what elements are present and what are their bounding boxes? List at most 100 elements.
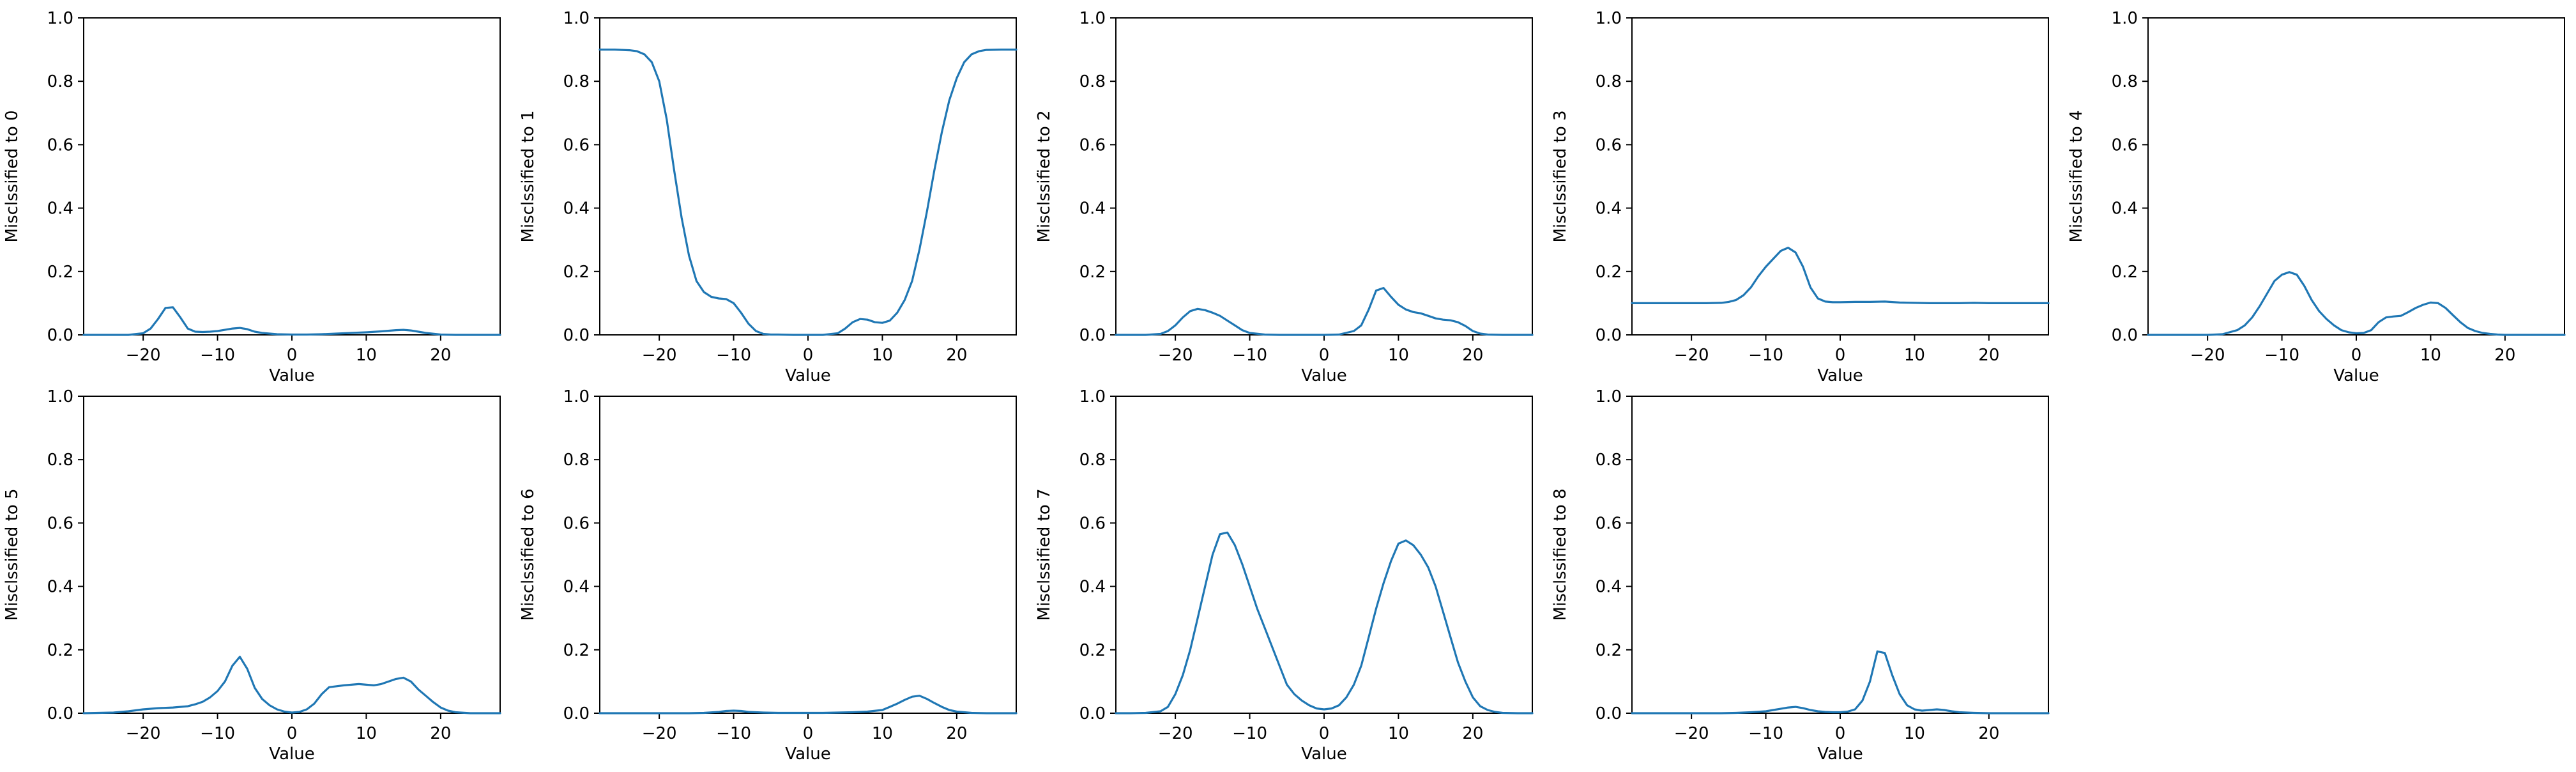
y-tick-label: 0.4 xyxy=(1596,199,1622,219)
y-tick-label: 0.2 xyxy=(1596,263,1622,282)
y-tick-label: 0.0 xyxy=(2112,326,2138,345)
x-axis-label: Value xyxy=(269,745,314,764)
subplot-1: 0.0 0.2 0.4 0.6 0.8 1.0 −20 −10 0 10 20 Value Miscls… xyxy=(519,9,1017,385)
x-tick-label: −10 xyxy=(2264,346,2299,365)
y-tick-label: 1.0 xyxy=(47,387,73,406)
x-tick-label: 20 xyxy=(946,724,967,743)
x-tick-label: 20 xyxy=(1978,724,1999,743)
y-tick-label: 0.0 xyxy=(1596,326,1622,345)
series-line xyxy=(1631,247,2050,304)
x-tick-label: 0 xyxy=(287,724,298,743)
x-tick-label: −20 xyxy=(126,346,161,365)
y-tick-label: 1.0 xyxy=(1596,9,1622,28)
x-tick-label: 0 xyxy=(1319,346,1330,365)
y-tick-label: 1.0 xyxy=(563,387,590,406)
x-tick-label: −10 xyxy=(716,346,751,365)
x-tick-label: −20 xyxy=(1158,724,1193,743)
subplot-6: 0.0 0.2 0.4 0.6 0.8 1.0 −20 −10 0 10 20 Value Miscls… xyxy=(519,387,1017,764)
series-line xyxy=(2147,271,2566,336)
subplot-3: 0.0 0.2 0.4 0.6 0.8 1.0 −20 −10 0 10 20 Value Miscls… xyxy=(1551,9,2050,385)
x-tick-label: 10 xyxy=(356,724,377,743)
y-tick-label: 0.6 xyxy=(1079,514,1106,533)
x-tick-label: −10 xyxy=(1232,346,1267,365)
x-tick-label: 0 xyxy=(1319,724,1330,743)
x-axis-label: Value xyxy=(785,366,830,385)
y-axis-label: Misclssified to 4 xyxy=(2067,110,2086,242)
plot-frame xyxy=(2147,17,2565,336)
y-axis-label: Misclssified to 6 xyxy=(519,488,538,621)
y-tick-label: 0.0 xyxy=(563,704,590,723)
y-tick-label: 0.6 xyxy=(47,135,73,155)
y-tick-label: 0.4 xyxy=(47,578,73,597)
series-line xyxy=(1631,650,2050,714)
subplot-2: 0.0 0.2 0.4 0.6 0.8 1.0 −20 −10 0 10 20 Value Miscls… xyxy=(1035,9,1534,385)
x-tick-label: 10 xyxy=(1904,724,1925,743)
plot-frame xyxy=(1631,17,2049,336)
series-line xyxy=(598,695,1017,714)
y-tick-label: 0.2 xyxy=(47,263,73,282)
x-tick-label: −10 xyxy=(1748,724,1783,743)
x-tick-label: −20 xyxy=(642,724,677,743)
y-tick-label: 0.0 xyxy=(1079,326,1106,345)
plot-frame xyxy=(83,17,501,336)
x-tick-label: −20 xyxy=(1674,724,1709,743)
y-tick-label: 0.4 xyxy=(563,578,590,597)
plot-frame xyxy=(83,396,501,714)
x-tick-label: −20 xyxy=(1158,346,1193,365)
y-tick-label: 0.6 xyxy=(563,135,590,155)
plot-frame xyxy=(599,396,1017,714)
y-tick-label: 0.8 xyxy=(1596,72,1622,91)
x-tick-label: 20 xyxy=(946,346,967,365)
y-tick-label: 0.8 xyxy=(563,451,590,470)
y-tick-label: 0.8 xyxy=(47,451,73,470)
x-tick-label: 0 xyxy=(1835,724,1846,743)
plot-frame xyxy=(599,17,1017,336)
y-tick-label: 0.0 xyxy=(1596,704,1622,723)
y-tick-label: 0.2 xyxy=(47,641,73,660)
y-tick-label: 0.4 xyxy=(1596,578,1622,597)
y-tick-label: 0.8 xyxy=(47,72,73,91)
series-line xyxy=(82,306,501,336)
y-tick-label: 0.4 xyxy=(563,199,590,219)
y-tick-label: 0.6 xyxy=(1596,135,1622,155)
x-tick-label: 20 xyxy=(1978,346,1999,365)
y-axis-label: Misclssified to 3 xyxy=(1551,110,1570,242)
y-tick-label: 0.8 xyxy=(1079,72,1106,91)
x-axis-label: Value xyxy=(1301,745,1346,764)
y-axis-label: Misclssified to 7 xyxy=(1035,488,1054,621)
x-tick-label: 10 xyxy=(1388,346,1409,365)
x-tick-label: 0 xyxy=(803,346,814,365)
x-tick-label: −20 xyxy=(1674,346,1709,365)
x-tick-label: −10 xyxy=(200,724,235,743)
y-tick-label: 0.0 xyxy=(563,326,590,345)
x-tick-label: 10 xyxy=(1388,724,1409,743)
subplot-5: 0.0 0.2 0.4 0.6 0.8 1.0 −20 −10 0 10 20 Value Miscls… xyxy=(3,387,501,764)
y-axis-label: Misclssified to 0 xyxy=(3,110,22,242)
y-tick-label: 0.2 xyxy=(1079,263,1106,282)
y-tick-label: 0.2 xyxy=(2112,263,2138,282)
x-tick-label: 20 xyxy=(1462,346,1483,365)
y-axis-label: Misclssified to 8 xyxy=(1551,488,1570,621)
y-tick-label: 0.0 xyxy=(1079,704,1106,723)
x-tick-label: −20 xyxy=(642,346,677,365)
x-tick-label: 20 xyxy=(430,724,451,743)
y-tick-label: 0.0 xyxy=(47,704,73,723)
x-tick-label: 10 xyxy=(2420,346,2441,365)
x-tick-label: 20 xyxy=(2494,346,2515,365)
y-tick-label: 0.6 xyxy=(2112,135,2138,155)
subplot-4: 0.0 0.2 0.4 0.6 0.8 1.0 −20 −10 0 10 20 Value Miscls… xyxy=(2067,9,2566,385)
y-tick-label: 0.8 xyxy=(563,72,590,91)
series-line xyxy=(1115,287,1534,336)
x-tick-label: −20 xyxy=(126,724,161,743)
y-axis-label: Misclssified to 2 xyxy=(1035,110,1054,242)
y-tick-label: 0.6 xyxy=(1596,514,1622,533)
y-tick-label: 0.6 xyxy=(563,514,590,533)
y-tick-label: 0.4 xyxy=(1079,578,1106,597)
y-tick-label: 1.0 xyxy=(1079,387,1106,406)
x-tick-label: −10 xyxy=(716,724,751,743)
x-axis-label: Value xyxy=(785,745,830,764)
subplot-7: 0.0 0.2 0.4 0.6 0.8 1.0 −20 −10 0 10 20 Value Miscls… xyxy=(1035,387,1534,764)
y-tick-label: 0.0 xyxy=(47,326,73,345)
x-tick-label: 0 xyxy=(1835,346,1846,365)
series-line xyxy=(1115,531,1534,714)
